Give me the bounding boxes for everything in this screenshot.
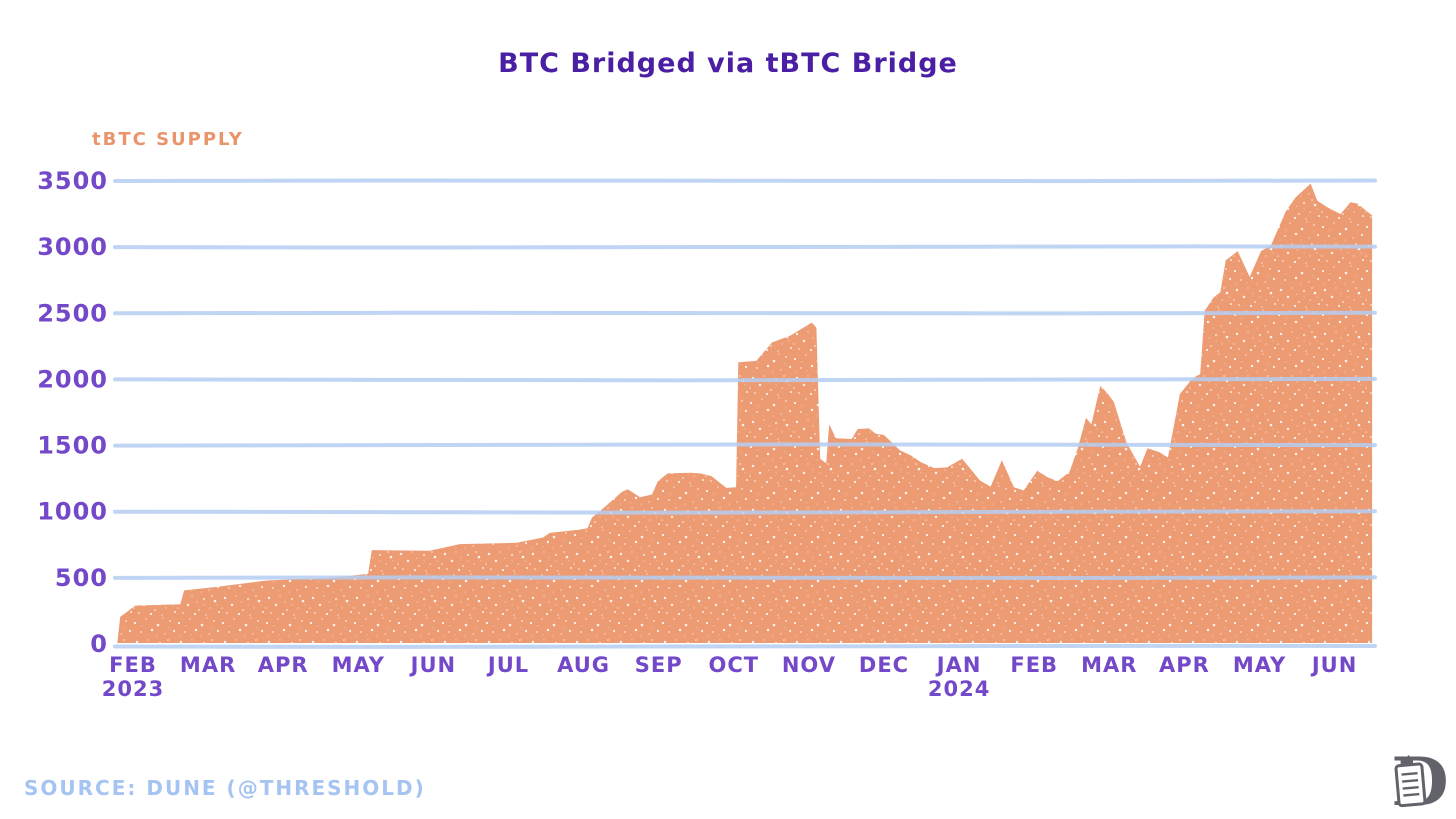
gridline-y-500: [113, 575, 1377, 580]
x-tick-label-may-3: MAY: [332, 653, 385, 677]
x-tick-label-nov-9: NOV: [782, 653, 836, 677]
y-tick-label-500: 500: [55, 564, 108, 592]
x-tick-label-aug-6: AUG: [557, 653, 610, 677]
x-tick-year-label-2024: 2024: [928, 677, 990, 701]
logo-scroll-icon: [1394, 754, 1427, 808]
y-tick-label-1500: 1500: [37, 432, 108, 460]
x-tick-label-feb-12: FEB: [1010, 653, 1058, 677]
publisher-logo-icon: D: [1391, 743, 1448, 817]
x-tick-label-jul-5: JUL: [486, 653, 529, 677]
gridline-y-0: [113, 643, 1377, 649]
gridline-y-1000: [113, 509, 1377, 515]
x-tick-label-apr-14: APR: [1159, 653, 1210, 677]
gridline-y-3500: [113, 178, 1377, 184]
x-tick-label-jun-16: JUN: [1310, 653, 1357, 677]
gridline-y-2000: [113, 376, 1377, 383]
y-tick-label-1000: 1000: [37, 498, 108, 526]
chart-title: BTC Bridged via tBTC Bridge: [498, 48, 958, 79]
y-axis-title: tBTC SUPPLY: [92, 129, 244, 150]
y-tick-label-2500: 2500: [37, 299, 108, 327]
gridline-y-2500: [113, 310, 1377, 316]
x-tick-label-oct-8: OCT: [709, 653, 760, 677]
x-tick-label-dec-10: DEC: [859, 653, 909, 677]
x-tick-label-jun-4: JUN: [409, 653, 456, 677]
x-tick-label-apr-2: APR: [258, 653, 309, 677]
y-tick-label-3000: 3000: [37, 233, 108, 261]
gridline-y-3000: [113, 244, 1377, 250]
x-tick-year-label-2023: 2023: [102, 677, 164, 701]
y-tick-label-2000: 2000: [37, 365, 108, 393]
x-tick-label-feb-0: FEB: [109, 653, 157, 677]
gridline-y-1500: [113, 442, 1377, 448]
source-note: SOURCE: DUNE (@THRESHOLD): [24, 776, 426, 800]
x-tick-label-mar-1: MAR: [180, 653, 236, 677]
x-tick-label-sep-7: SEP: [635, 653, 683, 677]
y-tick-label-0: 0: [90, 630, 108, 658]
x-tick-label-may-15: MAY: [1233, 653, 1286, 677]
x-tick-label-mar-13: MAR: [1081, 653, 1137, 677]
tbtc-supply-area-texture: [117, 183, 1373, 644]
y-tick-label-3500: 3500: [37, 167, 108, 195]
x-tick-label-jan-11: JAN: [935, 653, 982, 677]
